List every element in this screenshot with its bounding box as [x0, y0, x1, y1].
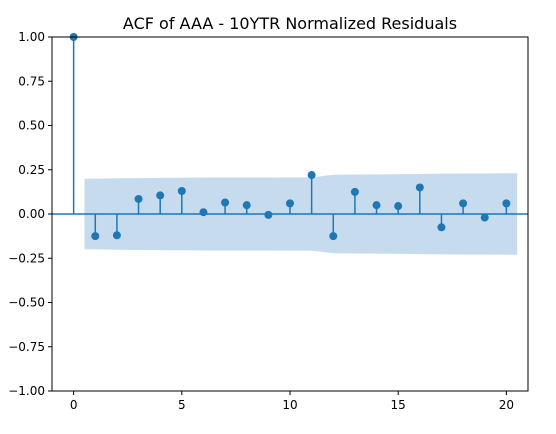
x-tick-label: 0 [70, 398, 78, 412]
acf-point-5 [177, 186, 186, 195]
x-tick-label: 10 [282, 398, 297, 412]
acf-point-1 [91, 232, 100, 241]
acf-point-16 [415, 183, 424, 192]
y-tick-label: −0.25 [8, 251, 45, 265]
y-tick-label: −1.00 [8, 384, 45, 398]
acf-point-18 [459, 199, 468, 208]
acf-point-14 [372, 201, 381, 210]
acf-point-19 [480, 213, 489, 222]
acf-point-2 [112, 231, 121, 240]
y-tick-label: 0.75 [18, 74, 45, 88]
y-tick-label: 0.00 [18, 207, 45, 221]
acf-point-11 [307, 171, 316, 180]
acf-point-4 [156, 191, 165, 200]
acf-point-20 [502, 199, 511, 208]
acf-point-9 [264, 210, 273, 219]
y-tick-label: 0.25 [18, 163, 45, 177]
acf-point-13 [350, 187, 359, 196]
axes-layer: 1.00 0.75 0.50 0.25 0.00 −0.25 −0.50 −0.75 −1.00… [8, 30, 529, 412]
chart-title: ACF of AAA - 10YTR Normalized Residuals [123, 14, 457, 33]
acf-point-3 [134, 194, 143, 203]
acf-point-8 [242, 201, 251, 210]
y-tick-label: −0.75 [8, 340, 45, 354]
acf-point-15 [394, 202, 403, 211]
x-tick-label: 5 [178, 398, 186, 412]
x-tick-label: 20 [499, 398, 514, 412]
acf-point-10 [286, 199, 294, 208]
acf-point-7 [221, 198, 230, 207]
acf-point-6 [199, 208, 208, 217]
y-tick-label: −0.50 [8, 296, 45, 310]
x-tick-label: 15 [391, 398, 406, 412]
acf-point-12 [329, 232, 338, 241]
stem-layer [69, 33, 511, 241]
y-tick-label: 1.00 [18, 30, 45, 44]
acf-point-17 [437, 223, 446, 232]
y-tick-label: 0.50 [18, 119, 45, 133]
